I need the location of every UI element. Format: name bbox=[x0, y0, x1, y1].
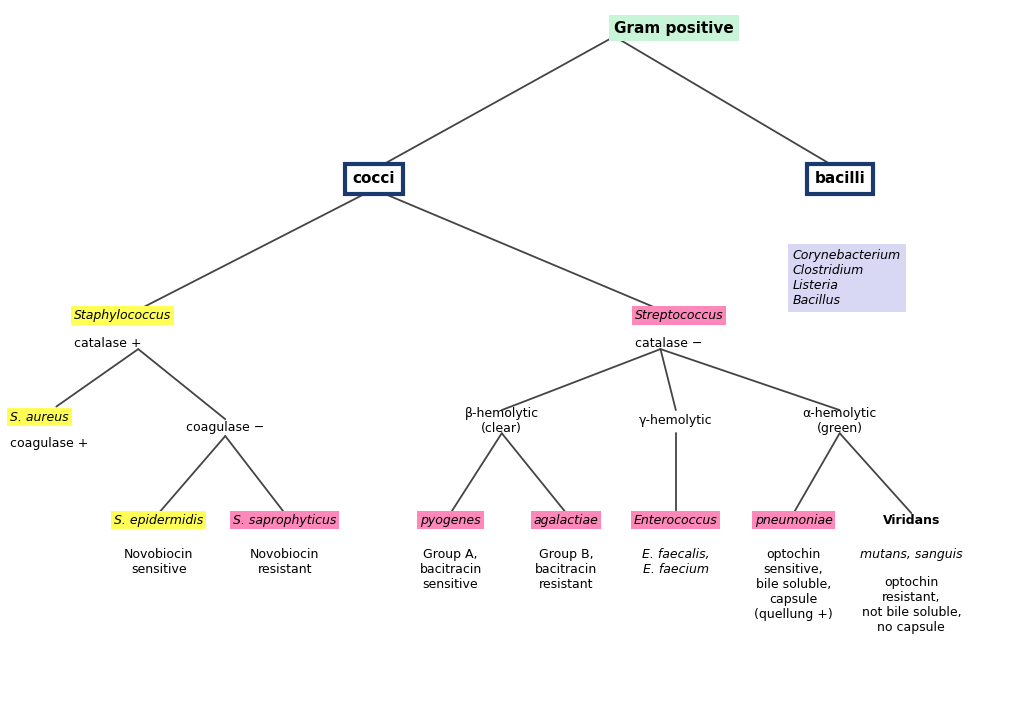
Text: coagulase +: coagulase + bbox=[10, 437, 89, 449]
Text: bacilli: bacilli bbox=[814, 171, 865, 186]
Text: pyogenes: pyogenes bbox=[420, 514, 481, 526]
Text: mutans, sanguis: mutans, sanguis bbox=[860, 548, 963, 562]
Text: catalase −: catalase − bbox=[635, 337, 702, 350]
Text: Novobiocin
resistant: Novobiocin resistant bbox=[250, 548, 319, 576]
Text: Group B,
bacitracin
resistant: Group B, bacitracin resistant bbox=[536, 548, 597, 591]
Text: β-hemolytic
(clear): β-hemolytic (clear) bbox=[465, 407, 539, 435]
Text: pneumoniae: pneumoniae bbox=[755, 514, 833, 526]
Text: Enterococcus: Enterococcus bbox=[634, 514, 718, 526]
Text: Gram positive: Gram positive bbox=[614, 20, 734, 36]
Text: S. epidermidis: S. epidermidis bbox=[114, 514, 204, 526]
Text: S. aureus: S. aureus bbox=[10, 411, 69, 423]
Text: E. faecalis,
E. faecium: E. faecalis, E. faecium bbox=[642, 548, 710, 576]
Text: Novobiocin
sensitive: Novobiocin sensitive bbox=[124, 548, 194, 576]
Text: coagulase −: coagulase − bbox=[186, 421, 264, 434]
Text: agalactiae: agalactiae bbox=[534, 514, 599, 526]
Text: α-hemolytic
(green): α-hemolytic (green) bbox=[803, 407, 877, 435]
Text: Corynebacterium
Clostridium
Listeria
Bacillus: Corynebacterium Clostridium Listeria Bac… bbox=[793, 249, 901, 307]
Text: Streptococcus: Streptococcus bbox=[635, 309, 724, 322]
Text: Staphylococcus: Staphylococcus bbox=[74, 309, 171, 322]
Text: γ-hemolytic: γ-hemolytic bbox=[639, 414, 713, 427]
Text: catalase +: catalase + bbox=[74, 337, 141, 350]
Text: S. saprophyticus: S. saprophyticus bbox=[233, 514, 336, 526]
Text: cocci: cocci bbox=[352, 171, 395, 186]
Text: Viridans: Viridans bbox=[883, 514, 940, 526]
Text: Group A,
bacitracin
sensitive: Group A, bacitracin sensitive bbox=[420, 548, 481, 591]
Text: optochin
sensitive,
bile soluble,
capsule
(quellung +): optochin sensitive, bile soluble, capsul… bbox=[755, 548, 833, 621]
Text: optochin
resistant,
not bile soluble,
no capsule: optochin resistant, not bile soluble, no… bbox=[861, 576, 962, 634]
